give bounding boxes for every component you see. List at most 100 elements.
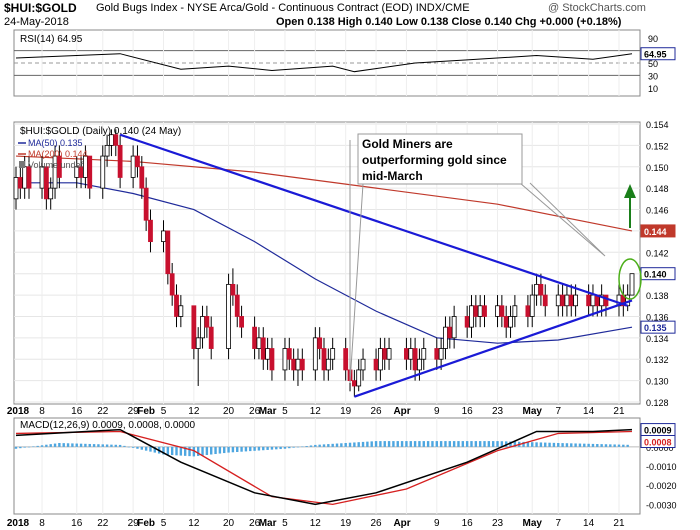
value-badge-label: 0.144 [644,227,667,237]
macd-histogram-bar [409,441,412,447]
macd-histogram-bar [535,442,538,447]
ma50-line [16,182,633,344]
candle-up [48,187,54,200]
candle-up [312,337,318,371]
macd-histogram-bar [353,442,356,447]
macd-histogram-bar [431,441,434,447]
macd-histogram-bar [426,441,430,447]
macd-histogram-bar [84,443,87,447]
macd-histogram-bar [565,443,569,447]
macd-histogram-bar [379,441,382,447]
x-axis-label: 22 [97,406,109,417]
macd-histogram-bar [600,444,603,447]
candle-down [286,348,292,360]
x-axis-label: 22 [97,518,109,529]
candle-up [295,358,301,371]
description: Gold Bugs Index - NYSE Arca/Gold - Conti… [96,2,470,14]
candle-up [386,348,392,360]
candle-down [317,337,323,349]
candle-down [351,380,357,387]
x-axis-label: Apr [393,518,410,529]
macd-histogram-bar [513,441,517,447]
macd-histogram-bar [110,444,113,447]
candle-down [56,155,62,178]
price-tick-label: 0.154 [646,120,669,130]
volume-legend-swatch [19,161,25,168]
macd-histogram-bar [383,441,386,447]
x-axis-label: 7 [555,518,561,529]
x-axis-label: 12 [310,406,322,417]
price-tick-label: 0.136 [646,312,669,322]
rsi-label: RSI(14) 64.95 [20,34,83,45]
x-axis-label: 26 [249,518,261,529]
x-axis-label: 23 [492,518,504,529]
macd-histogram-bar [465,441,469,447]
macd-histogram-bar [314,444,317,447]
macd-histogram-bar [27,446,31,448]
candle-down [17,177,23,189]
macd-histogram-bar [71,443,74,447]
price-tick-label: 0.146 [646,206,669,216]
candle-up [590,294,596,307]
annotation-callout: Gold Miners are outperforming gold since… [349,133,606,384]
macd-histogram-bar [136,446,139,449]
macd-histogram-bar [526,442,530,447]
macd-histogram-bar [457,441,460,447]
macd-histogram-bar [318,444,321,447]
macd-histogram-bar [288,446,291,449]
candle-down [586,294,592,307]
value-badge-label: 0.140 [644,270,667,280]
ma200-line [15,155,633,232]
candle-down [252,326,257,349]
candle-down [204,316,210,328]
x-axis-label: 16 [462,406,474,417]
candle-down [239,316,244,328]
macd-tick-label: -0.0030 [646,500,677,510]
candle-up [178,305,184,317]
macd-histogram-bar [387,441,391,447]
candle-up [13,177,19,200]
macd-histogram-bar [461,441,465,447]
x-axis-label: 9 [434,518,440,529]
macd-histogram-bar [266,446,269,450]
x-axis-label: 16 [71,518,83,529]
macd-histogram-bar [192,446,196,457]
macd-histogram-bar [92,444,96,447]
candle-up [477,305,483,317]
macd-histogram-bar [227,446,230,453]
macd-histogram-bar [331,443,334,447]
macd-histogram-bar [105,444,109,447]
macd-histogram-bar [88,443,91,447]
macd-histogram-bar [66,443,70,447]
macd-histogram-bar [223,446,226,454]
macd-histogram-bar [348,442,352,447]
macd-histogram-bar [205,446,209,455]
candle-down [174,294,179,317]
x-axis-label: 20 [223,518,235,529]
macd-histogram-bar [183,446,187,456]
macd-histogram-bar [522,441,525,447]
macd-histogram-bar [418,441,421,447]
macd-histogram-bar [123,445,126,447]
macd-histogram-bar [218,446,222,454]
price-tick-label: 0.138 [646,291,669,301]
x-axis-label: Mar [259,518,277,529]
candle-up [330,348,336,360]
watermark: @ StockCharts.com [548,2,646,14]
macd-line [15,428,633,506]
price-tick-label: 0.128 [646,398,669,408]
x-axis-label: 29 [128,518,140,529]
x-axis-label: 5 [282,518,288,529]
macd-histogram-bar [344,443,347,447]
x-axis-label: 2018 [7,406,30,417]
candle-up [573,294,579,307]
macd-histogram-bar [144,446,148,451]
candle-down [26,166,32,189]
rsi-line [15,53,633,73]
macd-histogram-bar [257,446,261,451]
candle-down [135,155,140,168]
candle-up [377,348,383,371]
x-axis-label: 16 [462,518,474,529]
x-axis-label: 5 [161,406,167,417]
